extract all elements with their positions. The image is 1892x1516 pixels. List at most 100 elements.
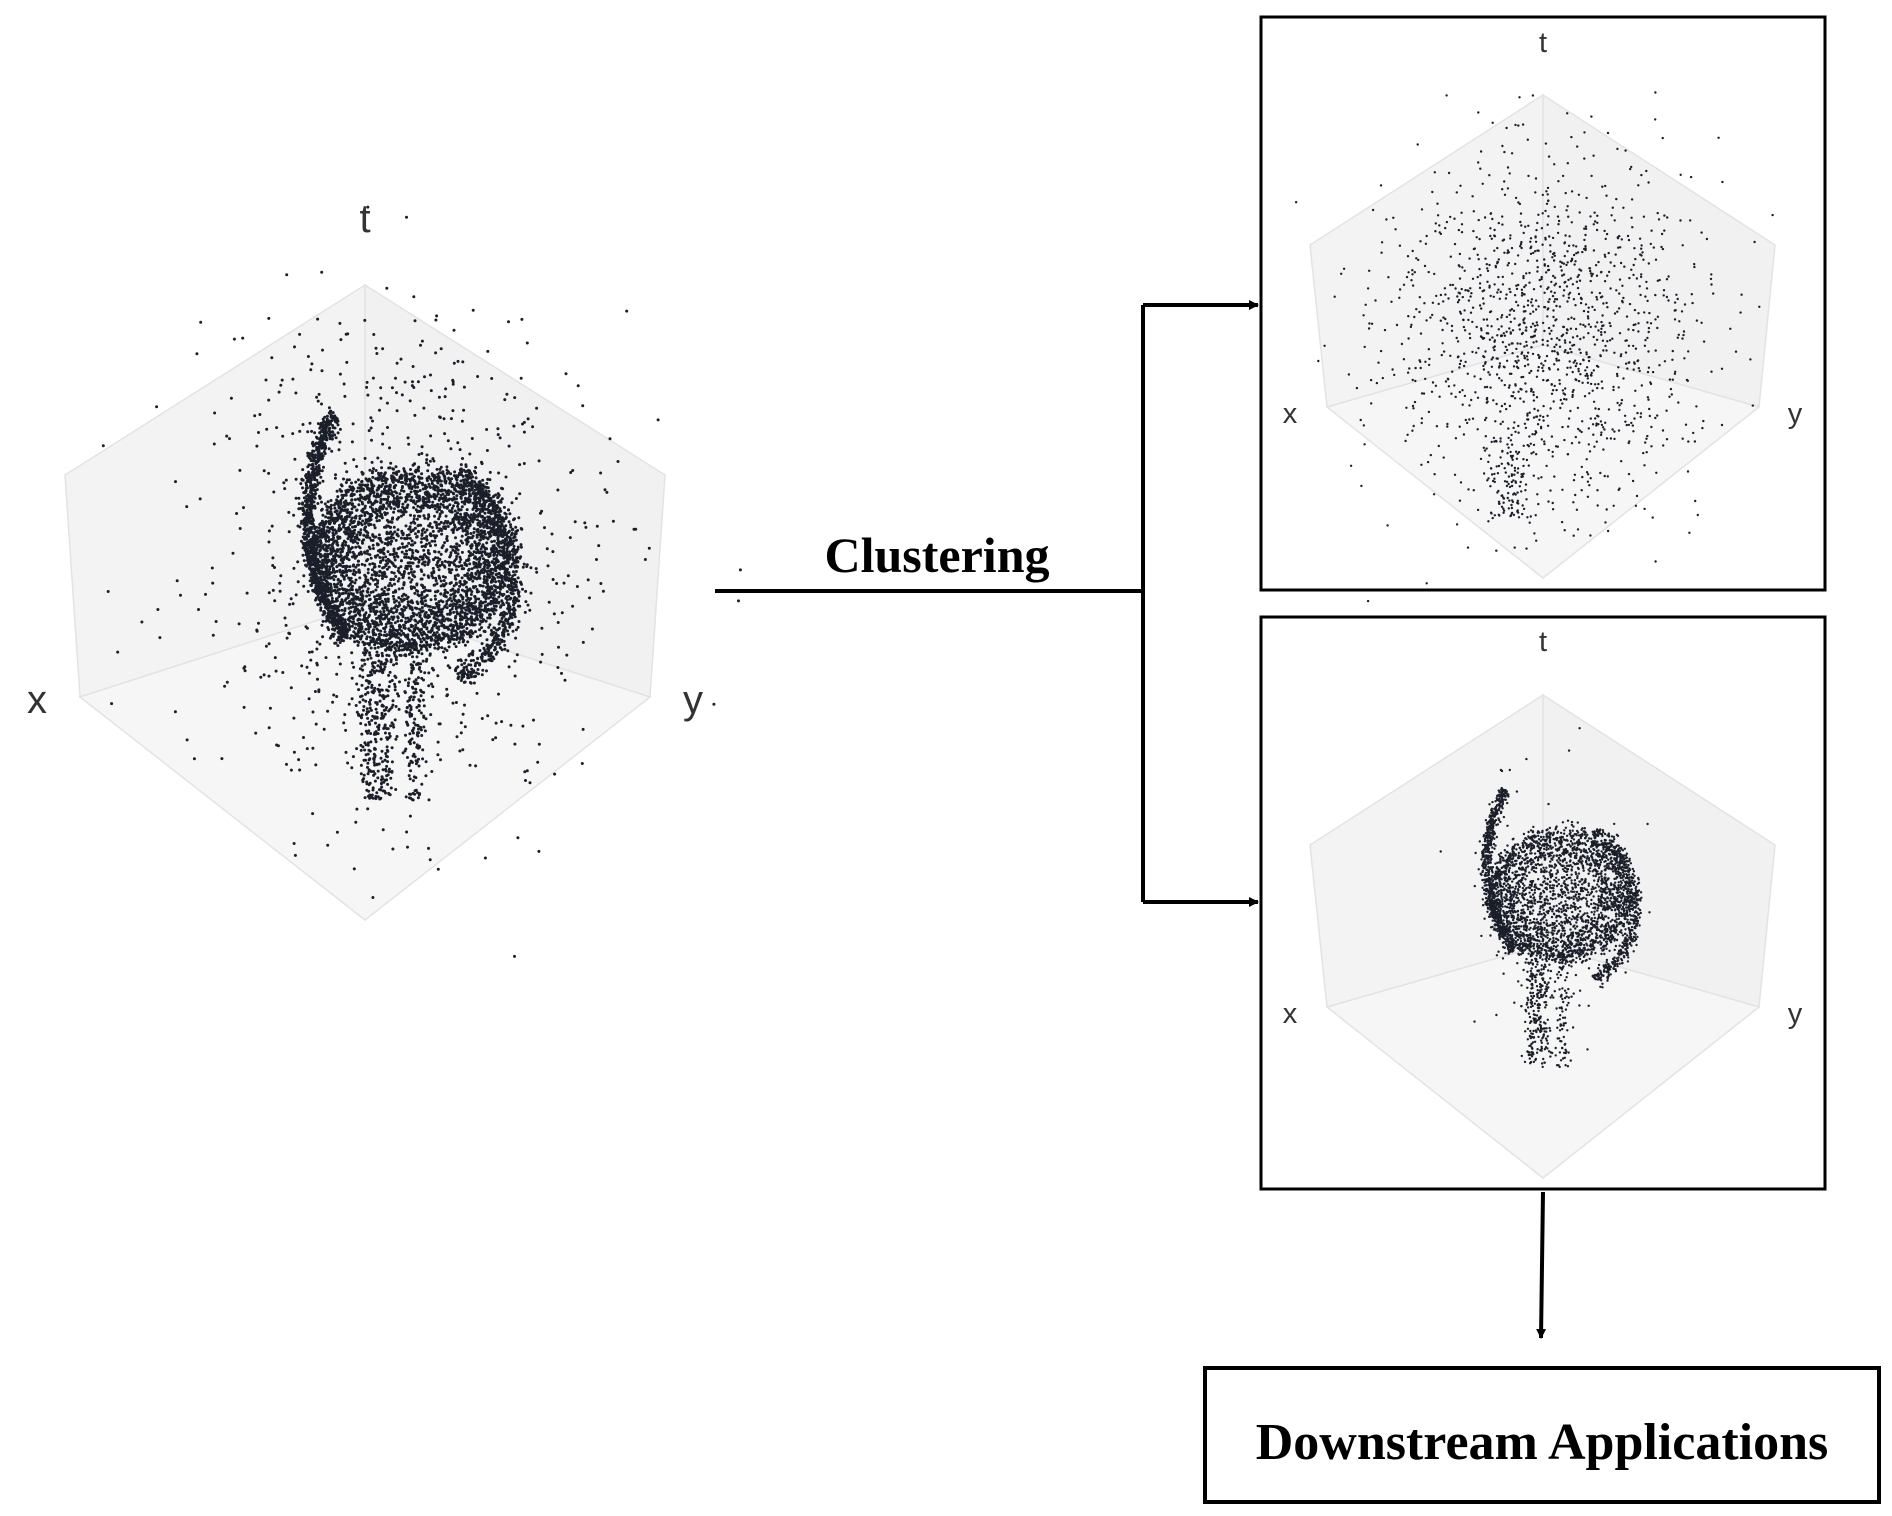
point — [448, 568, 452, 572]
point — [452, 637, 456, 641]
point — [331, 632, 335, 636]
point — [474, 600, 478, 603]
point — [390, 539, 394, 543]
point — [360, 634, 364, 638]
point — [403, 653, 407, 657]
point — [334, 420, 338, 424]
point — [365, 594, 369, 598]
point — [440, 624, 444, 628]
point — [494, 557, 498, 561]
point — [331, 426, 335, 430]
point — [472, 531, 476, 534]
point — [371, 547, 375, 550]
point-cloud-points — [101, 205, 742, 958]
point — [469, 593, 473, 596]
point — [403, 624, 406, 628]
point — [355, 508, 359, 512]
point — [311, 449, 315, 453]
point — [518, 556, 522, 560]
point — [392, 615, 396, 619]
point — [301, 486, 304, 490]
point — [375, 585, 379, 589]
point — [524, 600, 528, 604]
point — [455, 478, 459, 482]
point — [385, 501, 389, 505]
point — [468, 598, 472, 602]
point — [315, 478, 319, 482]
point — [384, 564, 388, 567]
point — [348, 592, 352, 596]
point — [333, 539, 337, 543]
point — [424, 611, 428, 614]
point — [322, 575, 326, 579]
point — [369, 556, 373, 560]
point — [351, 564, 355, 568]
point — [386, 599, 390, 603]
point — [312, 488, 316, 492]
point — [468, 515, 471, 519]
point — [324, 515, 328, 519]
point — [366, 479, 370, 483]
point — [496, 505, 500, 509]
point — [341, 571, 345, 575]
point — [380, 622, 383, 626]
point — [386, 495, 390, 499]
point — [366, 549, 369, 553]
point — [339, 614, 343, 617]
point — [354, 480, 358, 484]
point — [479, 486, 483, 490]
point — [325, 508, 329, 512]
point — [314, 441, 318, 445]
point — [318, 596, 322, 600]
point — [334, 558, 338, 562]
point — [495, 528, 499, 532]
point — [467, 663, 471, 667]
point — [382, 590, 386, 594]
point — [365, 589, 369, 593]
point — [413, 490, 417, 493]
point — [399, 496, 403, 500]
point — [408, 478, 412, 482]
point — [386, 543, 390, 547]
point — [394, 465, 398, 469]
point — [422, 643, 426, 647]
point — [443, 488, 447, 492]
point — [389, 461, 393, 465]
point — [304, 511, 308, 515]
point — [507, 583, 511, 587]
point — [354, 602, 358, 606]
point — [347, 515, 351, 519]
point — [465, 512, 469, 516]
point — [451, 627, 455, 630]
point — [420, 532, 424, 536]
point — [372, 490, 376, 494]
point — [443, 634, 447, 638]
point — [360, 470, 364, 474]
point — [423, 516, 427, 520]
point — [353, 614, 356, 618]
point — [494, 588, 497, 592]
point — [325, 422, 329, 426]
point — [363, 600, 367, 604]
point — [359, 622, 363, 626]
point — [492, 539, 496, 543]
point — [335, 569, 339, 573]
point — [519, 545, 523, 549]
point — [378, 548, 382, 552]
point — [334, 583, 338, 587]
point — [342, 575, 346, 579]
point — [468, 681, 472, 684]
point — [316, 584, 320, 588]
point — [352, 521, 355, 524]
point — [331, 627, 335, 631]
point — [398, 641, 402, 645]
point — [299, 521, 303, 525]
point — [486, 608, 490, 612]
point — [391, 594, 395, 598]
point — [387, 654, 391, 658]
point — [333, 528, 337, 532]
point — [416, 593, 420, 597]
point — [396, 619, 400, 623]
point — [429, 532, 432, 536]
point — [481, 668, 485, 672]
